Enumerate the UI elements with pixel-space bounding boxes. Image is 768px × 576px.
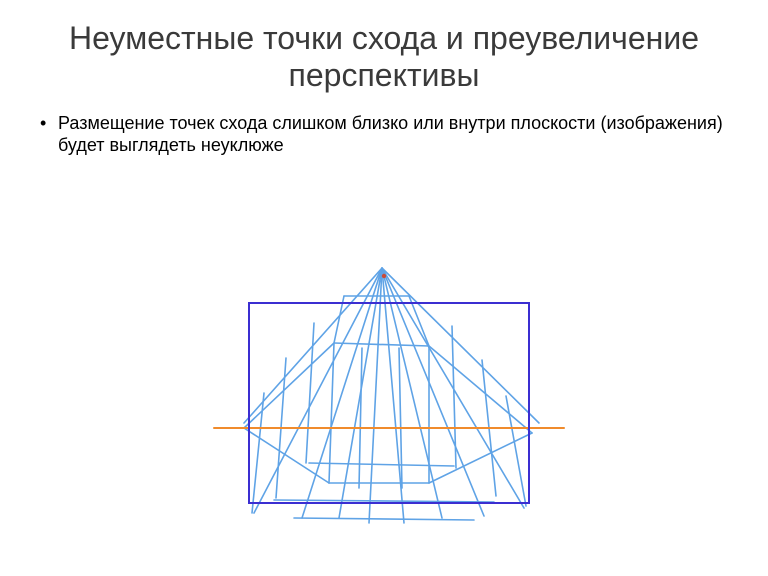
bullet-item: Размещение точек схода слишком близко ил… <box>58 112 738 157</box>
figure-container <box>0 228 768 548</box>
bullet-list: Размещение точек схода слишком близко ил… <box>30 112 738 157</box>
slide-title: Неуместные точки схода и преувеличение п… <box>30 20 738 94</box>
perspective-diagram <box>194 228 574 548</box>
slide: Неуместные точки схода и преувеличение п… <box>0 0 768 576</box>
